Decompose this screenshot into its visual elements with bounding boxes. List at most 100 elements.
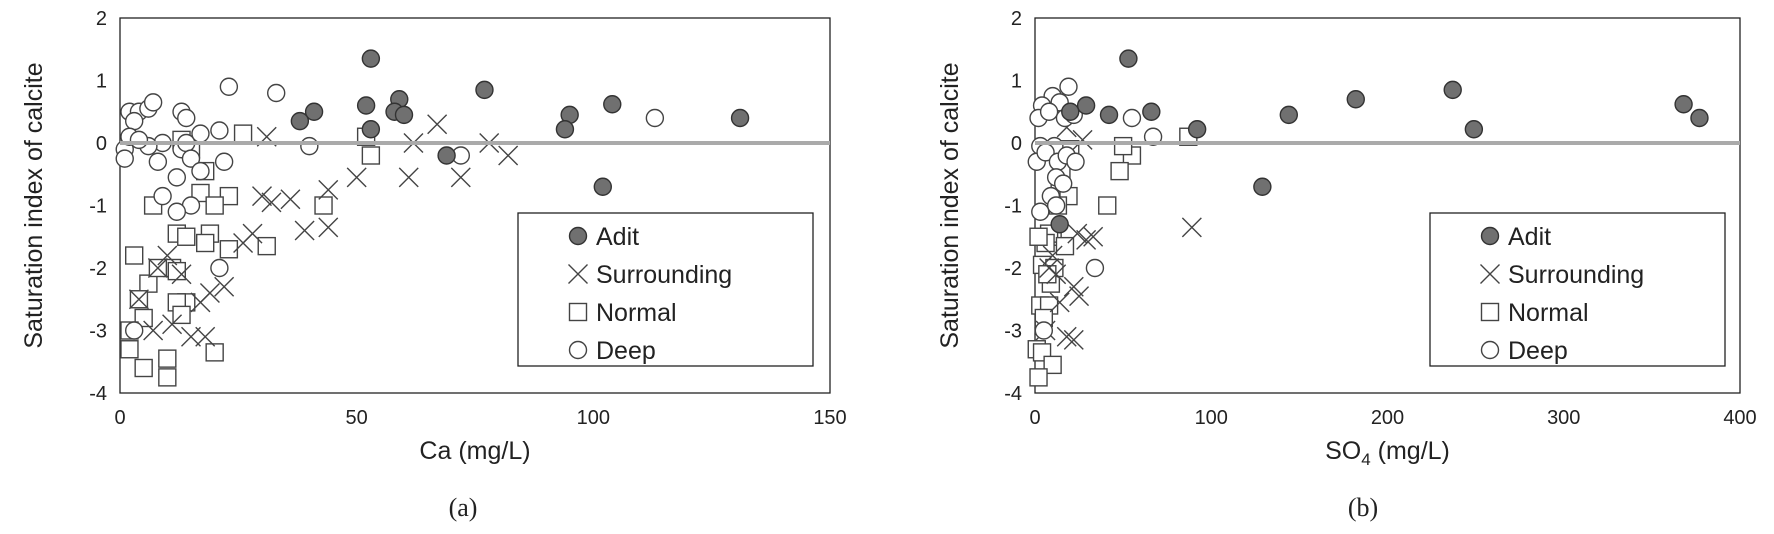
data-point-adit	[475, 80, 494, 100]
y-tick-label: 0	[96, 133, 107, 155]
data-point-adit	[1119, 49, 1138, 68]
data-point-adit	[1061, 102, 1080, 121]
legend: Adit Surrounding Normal Deep	[1429, 212, 1726, 367]
x-axis-label: SO4 (mg/L)	[1325, 437, 1450, 469]
data-point-deep	[1059, 77, 1078, 96]
data-point-surrounding	[1056, 326, 1077, 347]
data-point-normal	[205, 343, 224, 362]
y-axis-label: Saturation index of calcite	[20, 62, 48, 348]
data-point-adit	[603, 95, 622, 114]
data-point-normal	[177, 227, 196, 246]
series-adit	[1050, 49, 1709, 234]
data-point-deep	[1039, 102, 1059, 121]
data-point-deep	[645, 108, 665, 128]
data-point-adit	[730, 108, 750, 128]
x-tick-label: 200	[1371, 407, 1404, 429]
legend-label-deep: Deep	[596, 337, 656, 365]
data-point-normal	[191, 183, 210, 203]
data-point-normal	[134, 308, 153, 328]
legend-marker-deep	[568, 340, 588, 360]
data-point-deep	[167, 168, 187, 187]
y-tick-label: 2	[96, 8, 107, 30]
data-point-surrounding	[128, 289, 149, 310]
x-tick-label: 50	[346, 407, 368, 429]
data-point-surrounding	[252, 186, 272, 207]
data-point-normal	[1098, 196, 1117, 215]
data-point-normal	[219, 240, 239, 259]
panel-caption: (b)	[1348, 493, 1378, 522]
data-point-adit	[394, 105, 414, 125]
y-axis-label: Saturation index of calcite	[936, 62, 964, 348]
data-point-adit	[437, 146, 456, 165]
data-point-normal	[257, 236, 276, 256]
data-point-surrounding	[181, 326, 201, 347]
data-point-surrounding	[1042, 245, 1063, 266]
y-tick-label: -2	[1004, 258, 1022, 280]
data-point-surrounding	[498, 145, 519, 166]
data-point-surrounding	[162, 314, 183, 335]
legend-marker-surrounding	[1480, 264, 1500, 284]
data-point-normal	[120, 340, 139, 359]
y-tick-label: 1	[1011, 71, 1022, 93]
data-point-surrounding	[450, 167, 471, 188]
data-point-surrounding	[143, 320, 164, 341]
panel-caption: (a)	[449, 493, 478, 522]
data-point-normal	[219, 186, 239, 206]
data-point-normal	[158, 349, 177, 368]
data-point-surrounding	[1039, 258, 1060, 278]
data-point-adit	[1253, 177, 1272, 196]
data-point-surrounding	[1063, 329, 1084, 350]
data-point-surrounding	[171, 264, 192, 285]
data-point-surrounding	[318, 179, 339, 200]
plot-area	[119, 17, 831, 394]
data-point-surrounding	[1181, 217, 1202, 238]
data-point-adit	[555, 120, 575, 139]
data-point-adit	[1099, 105, 1119, 125]
data-point-deep	[153, 186, 172, 206]
data-point-deep	[177, 108, 196, 128]
x-tick-label: 0	[114, 407, 125, 429]
legend-label-adit: Adit	[596, 223, 639, 251]
data-point-adit	[1187, 120, 1207, 139]
data-point-adit	[1674, 95, 1693, 114]
data-point-adit	[1346, 90, 1365, 109]
data-point-deep	[167, 202, 187, 221]
data-point-adit	[1050, 215, 1069, 234]
data-point-adit	[1142, 102, 1161, 121]
data-point-adit	[1279, 105, 1299, 125]
data-point-deep	[300, 136, 319, 156]
chart-panel-b: -4 -3 -2 -1 0 1 2 0 100 200 300 400 Saturation index…	[936, 8, 1757, 522]
legend-label-surrounding: Surrounding	[596, 261, 732, 289]
data-point-adit	[290, 111, 310, 131]
data-point-adit	[356, 96, 376, 115]
data-point-surrounding	[1069, 286, 1090, 307]
data-point-deep	[129, 130, 149, 150]
data-point-deep	[148, 152, 168, 171]
data-point-deep	[181, 149, 201, 168]
data-point-surrounding	[1063, 276, 1084, 297]
data-point-surrounding	[318, 217, 339, 238]
x-tick-label: 150	[813, 407, 846, 429]
legend-label-deep: Deep	[1508, 337, 1568, 365]
y-tick-label: -2	[89, 258, 107, 280]
legend-label-adit: Adit	[1508, 223, 1551, 251]
y-tick-label: 2	[1011, 8, 1022, 30]
series-surrounding	[128, 114, 519, 347]
data-point-normal	[1029, 368, 1048, 387]
y-tick-label: 1	[96, 71, 107, 93]
data-point-surrounding	[157, 245, 178, 266]
data-point-deep	[210, 121, 229, 140]
data-point-deep	[1034, 321, 1054, 340]
data-point-normal	[1113, 136, 1133, 156]
data-point-surrounding	[346, 167, 367, 188]
data-point-adit	[361, 49, 381, 68]
data-point-deep	[1053, 174, 1073, 193]
data-point-surrounding	[427, 114, 448, 135]
data-point-normal	[1043, 355, 1062, 375]
data-point-deep	[124, 111, 144, 131]
data-point-normal	[1029, 227, 1048, 246]
data-point-normal	[124, 246, 144, 265]
y-tick-label: -4	[1004, 383, 1022, 405]
data-point-adit	[1443, 80, 1462, 100]
